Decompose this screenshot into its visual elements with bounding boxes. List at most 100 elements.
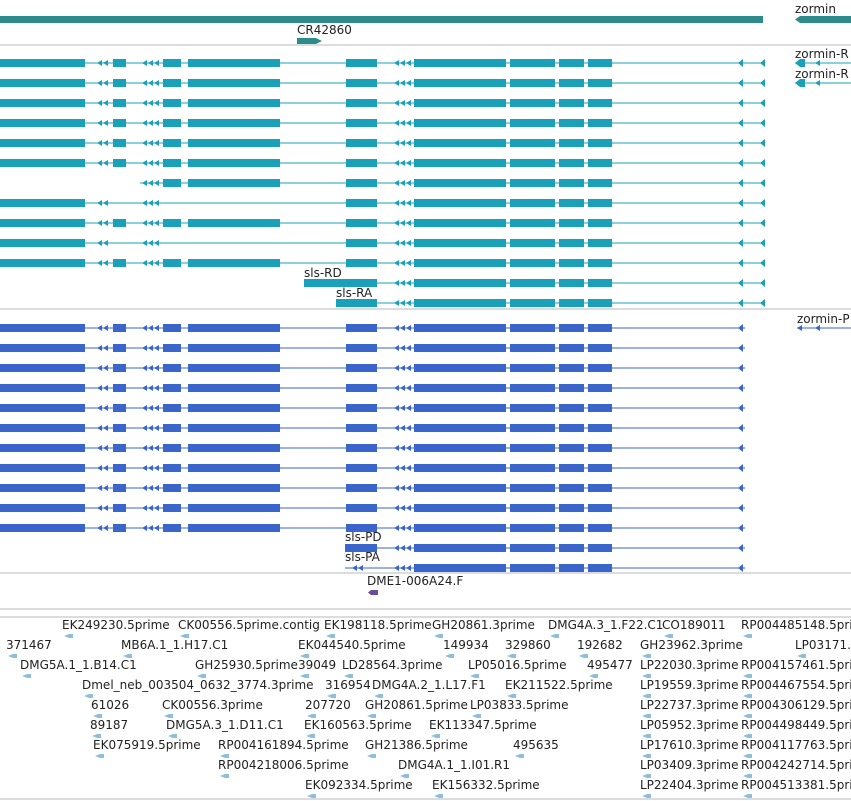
est-glyph — [550, 634, 559, 638]
transcript-sls-row[interactable] — [0, 139, 765, 147]
est-feature[interactable]: 149934 — [443, 638, 489, 658]
est-feature[interactable]: RP004306129.5prime — [741, 698, 851, 718]
est-feature[interactable]: 495477 — [587, 658, 633, 678]
est-feature[interactable]: 207720 — [305, 698, 351, 718]
est-feature[interactable]: EK092334.5prime — [305, 778, 413, 798]
transcript-sls-row[interactable] — [0, 99, 765, 107]
est-glyph — [589, 674, 598, 678]
strand-arrow — [358, 120, 363, 126]
est-feature[interactable]: RP004157461.5prime — [741, 658, 851, 678]
est-feature[interactable]: LP22030.3prime — [640, 658, 739, 678]
est-feature[interactable]: 495635 — [513, 738, 559, 758]
est-feature[interactable]: GH23962.3prime — [640, 638, 743, 658]
est-feature[interactable]: DMG5A.3_1.D11.C1 — [166, 718, 284, 738]
est-feature[interactable]: CK00556.3prime — [162, 698, 263, 718]
transcript-zormin-row[interactable] — [795, 79, 851, 87]
transcript-sls-ra-row[interactable] — [336, 299, 765, 307]
est-feature[interactable]: DMG4A.3_1.F22.C1 — [548, 618, 663, 638]
est-feature[interactable]: LP03833.5prime — [470, 698, 569, 718]
est-feature[interactable]: LP17610.3prime — [640, 738, 739, 758]
est-feature[interactable]: EK198118.5prime — [324, 618, 432, 638]
est-feature[interactable]: GH20861.5prime — [365, 698, 468, 718]
protein-sls-row[interactable] — [0, 364, 745, 372]
est-feature[interactable]: LP22737.3prime — [640, 698, 739, 718]
est-glyph — [95, 754, 104, 758]
est-feature[interactable]: LP19559.3prime — [640, 678, 739, 698]
transcript-sls-row[interactable] — [0, 219, 765, 227]
est-feature[interactable]: EK075919.5prime — [93, 738, 201, 758]
est-feature[interactable]: RP004242714.5prime — [741, 758, 851, 778]
est-feature[interactable]: GH25930.5prime — [195, 658, 298, 678]
gene-zormin-right-bar[interactable] — [795, 16, 851, 23]
est-feature[interactable]: 192682 — [577, 638, 623, 658]
est-feature[interactable]: RP004161894.5prime — [218, 738, 349, 758]
est-feature[interactable]: LP22404.3prime — [640, 778, 739, 798]
est-feature[interactable]: LP03171. — [795, 638, 851, 658]
est-feature[interactable]: CO189011 — [662, 618, 726, 638]
est-feature[interactable]: LP05016.5prime — [468, 658, 567, 678]
est-feature[interactable]: RP004117763.5prime — [741, 738, 851, 758]
est-feature[interactable]: MB6A.1_1.H17.C1 — [121, 638, 228, 658]
est-feature[interactable]: 371467 — [6, 638, 52, 658]
est-feature[interactable]: 89187 — [90, 718, 128, 738]
transcript-sls-row[interactable] — [0, 119, 765, 127]
est-feature[interactable]: DMG4A.1_1.I01.R1 — [398, 758, 510, 778]
est-glyph — [743, 674, 752, 678]
protein-sls-row[interactable] — [0, 464, 745, 472]
exon-block — [113, 444, 126, 452]
gene-cr42860-bar[interactable] — [297, 38, 322, 44]
est-feature[interactable]: 61026 — [91, 698, 129, 718]
est-feature[interactable]: EK044540.5prime — [298, 638, 406, 658]
protein-sls-row[interactable] — [0, 344, 745, 352]
protein-sls-row[interactable] — [0, 324, 745, 332]
est-feature[interactable]: 316954 — [325, 678, 371, 698]
transcript-sls-row[interactable] — [0, 79, 765, 87]
transcript-sls-row[interactable] — [0, 239, 765, 247]
est-label: 371467 — [6, 638, 52, 652]
est-feature[interactable]: RP004467554.5prime — [741, 678, 851, 698]
protein-sls-pa-row[interactable] — [345, 564, 745, 572]
est-feature[interactable]: 329860 — [505, 638, 551, 658]
protein-sls-row[interactable] — [0, 384, 745, 392]
est-feature[interactable]: RP004513381.5prime — [741, 778, 851, 798]
protein-zormin-row[interactable] — [797, 325, 851, 331]
strand-arrow — [406, 260, 411, 266]
est-feature[interactable]: LP05952.3prime — [640, 718, 739, 738]
est-feature[interactable]: CK00556.5prime.contig — [178, 618, 320, 638]
transcript-sls-rd-row[interactable] — [304, 279, 765, 287]
est-feature[interactable]: EK160563.5prime — [304, 718, 412, 738]
transcript-sls-row[interactable] — [0, 259, 765, 267]
est-feature[interactable]: LD28564.3prime — [342, 658, 443, 678]
est-glyph — [367, 714, 376, 718]
est-feature[interactable]: EK211522.5prime — [505, 678, 613, 698]
est-feature[interactable]: EK249230.5prime — [62, 618, 170, 638]
transcript-sls-row[interactable] — [140, 179, 765, 187]
est-feature[interactable]: LP03409.3prime — [640, 758, 739, 778]
transcript-sls-row[interactable] — [0, 59, 765, 67]
protein-sls-row[interactable] — [0, 424, 745, 432]
est-feature[interactable]: EK156332.5prime — [432, 778, 540, 798]
est-feature[interactable]: DMG4A.2_1.L17.F1 — [372, 678, 486, 698]
insertion-feature[interactable] — [368, 590, 378, 595]
strand-arrow — [406, 405, 411, 411]
exon-block — [188, 384, 280, 392]
est-feature[interactable]: GH20861.3prime — [432, 618, 535, 638]
est-feature[interactable]: RP004218006.5prime — [218, 758, 349, 778]
est-feature[interactable]: Dmel_neb_003504_0632_3774.3prime — [82, 678, 314, 698]
est-feature[interactable]: RP004485148.5prime — [741, 618, 851, 638]
transcript-sls-row[interactable] — [0, 199, 765, 207]
gene-zormin-bar[interactable] — [0, 16, 763, 23]
transcript-sls-row[interactable] — [0, 159, 765, 167]
transcript-zormin-row[interactable] — [795, 59, 851, 67]
protein-sls-row[interactable] — [0, 484, 745, 492]
est-feature[interactable]: GH21386.5prime — [365, 738, 468, 758]
protein-sls-row[interactable] — [0, 404, 745, 412]
protein-sls-row[interactable] — [0, 524, 745, 532]
protein-sls-pd-row[interactable] — [345, 544, 745, 552]
est-feature[interactable]: DMG5A.1_1.B14.C1 — [20, 658, 137, 678]
est-feature[interactable]: RP004498449.5prime — [741, 718, 851, 738]
protein-sls-row[interactable] — [0, 504, 745, 512]
est-feature[interactable]: 39049 — [298, 658, 336, 678]
protein-sls-row[interactable] — [0, 444, 745, 452]
est-feature[interactable]: EK113347.5prime — [429, 718, 537, 738]
